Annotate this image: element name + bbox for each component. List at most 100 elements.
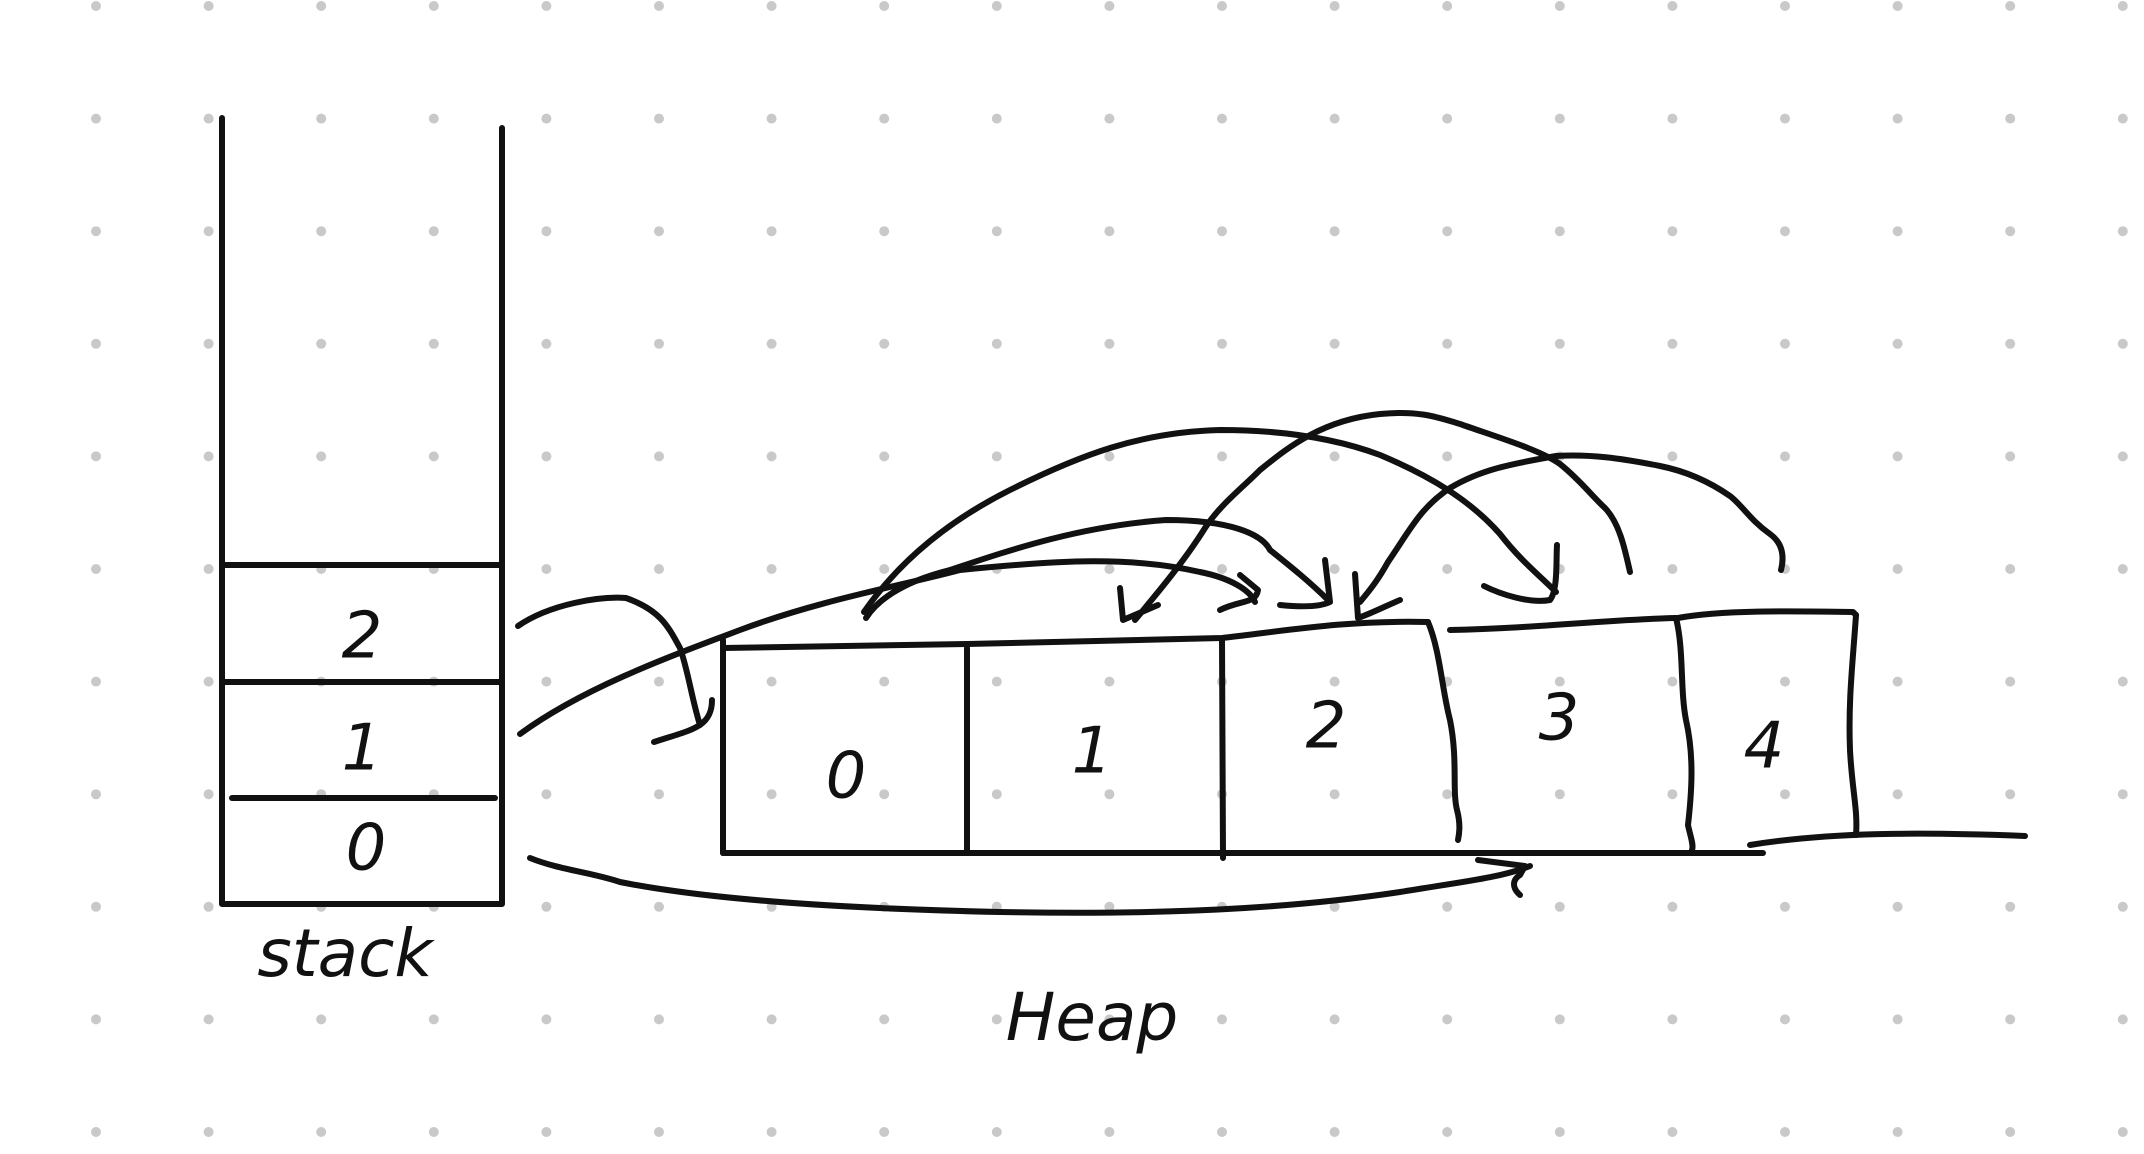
grid-dot	[766, 451, 777, 462]
grid-dot	[541, 789, 552, 800]
grid-dot	[2117, 789, 2128, 800]
grid-dot	[1667, 1, 1678, 11]
grid-dot	[203, 1, 214, 11]
grid-dot	[991, 789, 1002, 800]
heap-cell-border	[1846, 612, 1860, 838]
grid-dot	[203, 789, 214, 800]
heap-caption: Heap	[1006, 979, 1179, 1056]
arrow-head-icon	[651, 697, 715, 745]
pointer-arrow	[527, 855, 1533, 916]
grid-dot	[428, 1127, 439, 1137]
grid-dot	[2005, 338, 2016, 349]
grid-dot	[1217, 113, 1227, 124]
grid-dot	[91, 676, 101, 687]
grid-dot	[2117, 676, 2128, 687]
grid-dot	[1442, 338, 1453, 349]
grid-dot	[1892, 226, 1903, 237]
arrow-head-icon	[1475, 857, 1528, 898]
grid-dot	[879, 1, 890, 11]
grid-dot	[1780, 1, 1790, 11]
grid-dot	[541, 1127, 552, 1137]
grid-dot	[91, 1014, 101, 1025]
grid-dot	[1554, 113, 1565, 124]
heap-cell-label: 1	[1072, 715, 1113, 789]
grid-dot	[2005, 789, 2016, 800]
grid-dot	[991, 1, 1002, 11]
grid-dot	[91, 338, 101, 349]
grid-dot	[654, 789, 664, 800]
grid-dot	[1329, 789, 1340, 800]
grid-dot	[1892, 676, 1903, 687]
grid-dot	[1442, 564, 1453, 574]
grid-dot	[541, 901, 552, 912]
grid-dot	[1554, 1127, 1565, 1137]
grid-dot	[1780, 789, 1790, 800]
grid-dot	[1780, 113, 1790, 124]
grid-dot	[1780, 1127, 1790, 1137]
grid-dot	[1442, 226, 1453, 237]
grid-dot	[1667, 901, 1678, 912]
grid-dot	[1329, 676, 1340, 687]
grid-dot	[1667, 451, 1678, 462]
stack-slot-label: 0	[346, 812, 387, 886]
grid-dot	[1104, 1014, 1115, 1025]
pointer-arrow	[1132, 409, 1633, 623]
grid-dot	[428, 113, 439, 124]
grid-dot	[1329, 564, 1340, 574]
grid-dot	[541, 1, 552, 11]
grid-dot	[316, 1, 327, 11]
grid-dot	[1217, 1127, 1227, 1137]
grid-dot	[1442, 1, 1453, 11]
grid-dot	[1104, 1, 1115, 11]
grid-dot	[1217, 1, 1227, 11]
grid-dot	[1892, 789, 1903, 800]
grid-dot	[654, 113, 664, 124]
heap-cell-label: 2	[1306, 690, 1347, 764]
grid-dot	[1442, 1127, 1453, 1137]
stack-group: 2 1 0 stack	[219, 115, 505, 992]
grid-dot	[654, 1014, 664, 1025]
grid-dot	[428, 1014, 439, 1025]
grid-dot	[654, 1127, 664, 1137]
grid-dot	[654, 226, 664, 237]
grid-dot	[1554, 1014, 1565, 1025]
pointer-arrows	[515, 409, 1786, 916]
grid-dot	[541, 226, 552, 237]
grid-dot	[1329, 338, 1340, 349]
grid-dot	[1329, 1127, 1340, 1137]
grid-dot	[991, 226, 1002, 237]
grid-dot	[1667, 676, 1678, 687]
grid-dot	[541, 451, 552, 462]
arrow-head-icon	[1481, 542, 1560, 604]
grid-dot	[1104, 451, 1115, 462]
heap-cell-border	[1219, 637, 1226, 861]
grid-dot	[1217, 338, 1227, 349]
grid-dot	[1442, 901, 1453, 912]
pointer-arrow	[1357, 452, 1786, 605]
grid-dot	[1554, 789, 1565, 800]
grid-dot	[2117, 1014, 2128, 1025]
heap-group: 0 1 2 3 4 Heap	[720, 608, 2028, 1056]
grid-dot	[2005, 1014, 2016, 1025]
grid-dot	[2117, 338, 2128, 349]
grid-dot	[879, 676, 890, 687]
grid-dot	[1104, 113, 1115, 124]
grid-dot	[2005, 1127, 2016, 1137]
grid-dot	[1667, 226, 1678, 237]
grid-dot	[1892, 113, 1903, 124]
grid-dot	[879, 338, 890, 349]
grid-dot	[1892, 338, 1903, 349]
grid-dot	[541, 676, 552, 687]
grid-dot	[91, 901, 101, 912]
grid-dot	[654, 1, 664, 11]
grid-dot	[1554, 1, 1565, 11]
grid-dot	[879, 789, 890, 800]
grid-dot	[654, 451, 664, 462]
grid-dot	[541, 1014, 552, 1025]
grid-dot	[766, 676, 777, 687]
arrow-head-icon	[1352, 571, 1403, 621]
grid-dot	[879, 1014, 890, 1025]
pointer-arrow	[863, 517, 1331, 621]
grid-dot	[1780, 451, 1790, 462]
grid-dot	[2005, 113, 2016, 124]
